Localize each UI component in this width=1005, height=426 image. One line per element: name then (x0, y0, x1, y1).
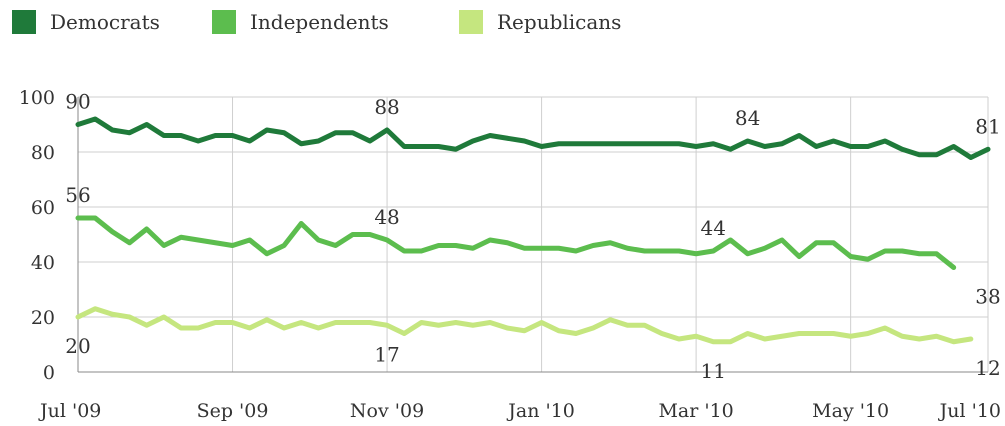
x-tick-label-jan-10: Jan '10 (506, 400, 575, 422)
legend-swatch-independents (212, 10, 236, 34)
data-labels: 90 88 84 81 56 48 44 38 20 17 11 12 (65, 90, 1000, 383)
y-tick-label-100: 100 (19, 87, 55, 109)
x-tick-label-may-10: May '10 (812, 400, 889, 422)
x-tick-label-jul-10: Jul '10 (938, 400, 1001, 422)
legend-swatch-democrats (12, 10, 36, 34)
legend: Democrats Independents Republicans (12, 10, 621, 34)
x-tick-label-mar-10: Mar '10 (658, 400, 733, 422)
data-label-democrats-81: 81 (975, 114, 1000, 138)
x-axis: Jul '09 Sep '09 Nov '09 Jan '10 Mar '10 May '… (38, 400, 1001, 422)
data-label-independents-48: 48 (374, 205, 399, 229)
series-line-democrats (75, 116, 991, 160)
grid (77, 96, 989, 373)
data-label-republicans-11: 11 (701, 359, 726, 383)
legend-label-republicans: Republicans (497, 10, 621, 34)
data-label-independents-38: 38 (975, 285, 1000, 309)
data-label-democrats-84: 84 (735, 106, 760, 130)
data-label-democrats-88: 88 (374, 95, 399, 119)
legend-label-independents: Independents (250, 10, 389, 34)
data-label-republicans-17: 17 (374, 342, 399, 366)
data-label-republicans-20: 20 (65, 334, 90, 358)
y-tick-label-60: 60 (31, 197, 55, 219)
series-lines (75, 116, 991, 345)
x-tick-label-sep-09: Sep '09 (197, 400, 269, 422)
y-tick-label-40: 40 (31, 252, 55, 274)
x-tick-label-nov-09: Nov '09 (350, 400, 424, 422)
data-label-independents-44: 44 (701, 216, 726, 240)
series-line-independents (75, 215, 957, 270)
data-label-independents-56: 56 (65, 183, 90, 207)
legend-label-democrats: Democrats (50, 10, 160, 34)
legend-swatch-republicans (459, 10, 483, 34)
data-label-republicans-12: 12 (975, 356, 1000, 380)
y-tick-label-80: 80 (31, 142, 55, 164)
data-label-democrats-90: 90 (65, 90, 90, 114)
y-axis: 0 20 40 60 80 100 (19, 87, 55, 384)
x-tick-label-jul-09: Jul '09 (38, 400, 101, 422)
series-line-republicans (75, 306, 974, 345)
y-tick-label-0: 0 (43, 362, 55, 384)
y-tick-label-20: 20 (31, 307, 55, 329)
